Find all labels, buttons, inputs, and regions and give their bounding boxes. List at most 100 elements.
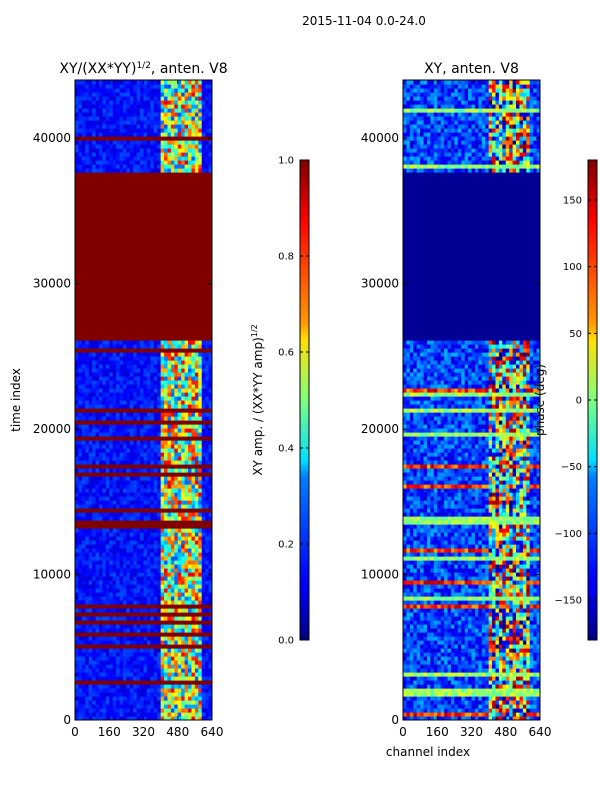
heatmap-cell [78,384,83,389]
heatmap-cell [146,376,151,381]
heatmap-cell [88,236,93,241]
heatmap-cell [177,264,182,269]
heatmap-cell [191,316,196,321]
heatmap-cell [143,256,148,261]
heatmap-cell [95,688,100,693]
heatmap-cell [95,608,100,613]
heatmap-cell [129,432,134,437]
heatmap-cell [146,220,151,225]
heatmap-cell [164,664,169,669]
heatmap-cell [81,488,86,493]
heatmap-cell [170,484,175,489]
heatmap-cell [122,304,127,309]
heatmap-cell [157,680,162,685]
heatmap-cell [136,496,141,501]
heatmap-cell [136,656,141,661]
heatmap-cell [194,484,199,489]
heatmap-cell [184,600,189,605]
heatmap-cell [208,700,212,705]
heatmap-cell [129,628,134,633]
heatmap-cell [98,540,103,545]
heatmap-cell [181,600,186,605]
heatmap-cell [129,676,134,681]
heatmap-cell [170,456,175,461]
heatmap-cell [122,388,127,393]
heatmap-cell [143,564,148,569]
heatmap-cell [112,292,117,297]
heatmap-cell [191,260,196,265]
heatmap-cell [85,432,90,437]
heatmap-cell [92,304,97,309]
heatmap-cell [122,400,127,405]
heatmap-cell [81,352,86,357]
heatmap-cell [170,448,175,453]
heatmap-cell [105,244,110,249]
heatmap-cell [136,340,141,345]
heatmap-cell [153,624,158,629]
heatmap-cell [112,588,117,593]
heatmap-cell [170,388,175,393]
heatmap-cell [122,608,127,613]
heatmap-cell [194,344,199,349]
heatmap-cell [146,604,151,609]
heatmap-cell [205,656,210,661]
heatmap-cell [181,564,186,569]
heatmap-cell [92,284,97,289]
heatmap-cell [177,256,182,261]
heatmap-cell [105,612,110,617]
heatmap-cell [208,272,212,277]
heatmap-cell [102,468,107,473]
heatmap-cell [109,592,114,597]
heatmap-cell [112,416,117,421]
heatmap-cell [126,320,131,325]
heatmap-cell [146,548,151,553]
heatmap-cell [122,696,127,701]
heatmap-cell [146,628,151,633]
heatmap-cell [78,460,83,465]
heatmap-cell [170,372,175,377]
heatmap-cell [184,508,189,513]
heatmap-cell [143,468,148,473]
heatmap-cell [88,648,93,653]
heatmap-cell [150,272,155,277]
heatmap-cell [201,580,206,585]
heatmap-cell [205,324,210,329]
heatmap-cell [164,684,169,689]
heatmap-cell [105,416,110,421]
heatmap-cell [160,444,165,449]
heatmap-cell [112,524,117,529]
heatmap-cell [164,492,169,497]
heatmap-cell [170,256,175,261]
heatmap-cell [140,328,145,333]
heatmap-cell [78,280,83,285]
heatmap-cell [136,248,141,253]
heatmap-cell [112,276,117,281]
heatmap-cell [105,468,110,473]
heatmap-cell [153,704,158,709]
heatmap-cell [136,472,141,477]
heatmap-cell [126,676,131,681]
heatmap-cell [119,388,124,393]
heatmap-cell [88,552,93,557]
heatmap-cell [88,256,93,261]
heatmap-cell [167,396,172,401]
heatmap-cell [153,588,158,593]
heatmap-cell [129,308,134,313]
heatmap-cell [167,472,172,477]
heatmap-cell [157,664,162,669]
heatmap-cell [164,512,169,517]
heatmap-cell [167,600,172,605]
heatmap-cell [126,280,131,285]
heatmap-cell [198,676,203,681]
heatmap-cell [170,452,175,457]
heatmap-cell [81,224,86,229]
heatmap-cell [208,500,212,505]
heatmap-cell [167,668,172,673]
heatmap-cell [174,368,179,373]
heatmap-cell [188,668,193,673]
heatmap-cell [146,476,151,481]
heatmap-cell [109,444,114,449]
heatmap-cell [102,464,107,469]
heatmap-cell [133,572,138,577]
